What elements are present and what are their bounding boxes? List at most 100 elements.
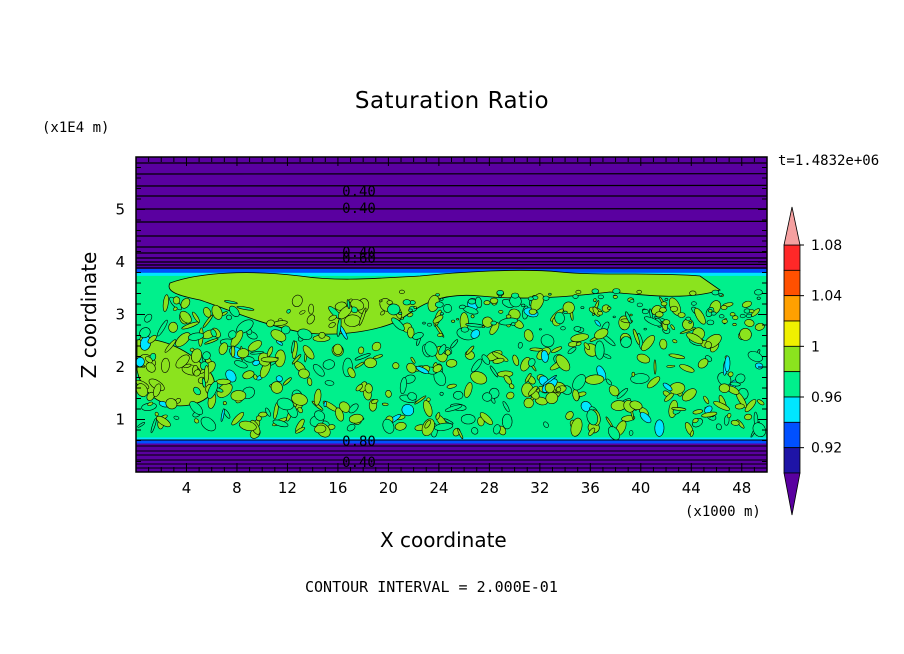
turbulence-blob <box>189 401 204 415</box>
colorbar-tick-label: 1.08 <box>811 238 842 254</box>
turbulence-blob <box>523 329 534 342</box>
turbulence-blob <box>228 330 237 339</box>
turbulence-blob <box>555 354 571 372</box>
x-tick-label: 4 <box>182 479 192 497</box>
turbulence-blob <box>432 314 444 324</box>
colorbar-box <box>783 295 801 322</box>
turbulence-blob <box>660 301 668 307</box>
y-tick-label: 4 <box>115 253 125 271</box>
turbulence-blob <box>732 315 739 320</box>
turbulence-blob <box>324 380 335 386</box>
turbulence-blob <box>539 328 542 331</box>
turbulence-blob <box>147 334 157 344</box>
turbulence-blob <box>173 415 180 420</box>
turbulence-blob <box>438 344 447 356</box>
turbulence-blob <box>137 422 146 428</box>
turbulence-blob <box>407 312 414 318</box>
turbulence-blob <box>718 314 725 319</box>
turbulence-blob <box>612 295 618 299</box>
turbulence-blob <box>706 319 715 326</box>
saturation-field <box>136 157 767 472</box>
turbulence-blob <box>608 426 620 441</box>
turbulence-blob <box>555 386 562 392</box>
turbulence-blob <box>573 326 582 332</box>
turbulence-blob <box>291 393 308 406</box>
x-tick-label: 40 <box>631 479 650 497</box>
x-axis-ticks: 4 8 12 16 20 24 28 32 36 40 44 48 <box>148 157 755 497</box>
turbulence-blob <box>572 374 586 391</box>
turbulence-blob <box>412 332 424 340</box>
y-axis-ticks: 1 2 3 4 5 <box>115 167 767 462</box>
colorbar-box <box>783 345 801 373</box>
turbulence-blob <box>701 411 718 418</box>
turbulence-blob <box>647 376 661 389</box>
turbulence-blob <box>641 309 649 315</box>
turbulence-blob <box>677 312 686 318</box>
turbulence-blob <box>203 365 210 384</box>
turbulence-blob <box>443 303 453 313</box>
turbulence-blob <box>540 334 555 348</box>
turbulence-blob <box>247 340 262 352</box>
contour-label: 0.40 <box>342 201 376 217</box>
turbulence-blob <box>692 418 699 424</box>
turbulence-blob <box>583 342 591 351</box>
turbulence-blob <box>234 360 248 369</box>
turbulence-blob <box>659 307 667 313</box>
turbulence-blob <box>593 298 597 302</box>
turbulence-blob <box>401 404 415 417</box>
turbulence-blob <box>726 413 732 419</box>
turbulence-blob <box>210 328 217 338</box>
x-tick-label: 20 <box>379 479 398 497</box>
turbulence-blob <box>511 292 520 299</box>
turbulence-blob <box>616 388 629 399</box>
turbulence-blob <box>605 378 612 386</box>
turbulence-blob <box>371 399 379 404</box>
turbulence-blob <box>236 306 255 311</box>
colorbar-tick-label: 1.04 <box>811 289 842 305</box>
turbulence-blob <box>229 305 240 318</box>
turbulence-blob <box>415 366 429 374</box>
upper-dry-layer <box>136 157 767 270</box>
turbulence-blob <box>437 333 443 337</box>
turbulence-blob <box>354 361 365 369</box>
turbulence-blob <box>629 400 643 411</box>
turbulence-blob <box>165 398 178 410</box>
turbulence-blob <box>580 306 585 310</box>
turbulence-blob <box>175 332 191 347</box>
turbulence-blob <box>686 332 704 345</box>
colorbar-box <box>783 320 801 347</box>
turbulence-blob <box>689 290 697 296</box>
turbulence-blob <box>398 311 403 315</box>
x-tick-label: 32 <box>530 479 549 497</box>
turbulence-blob <box>506 391 515 400</box>
turbulence-blob <box>540 350 549 363</box>
turbulence-blob <box>534 396 548 406</box>
turbulence-blob <box>424 419 431 429</box>
turbulence-blob <box>662 382 673 392</box>
turbulence-blob <box>432 364 443 373</box>
turbulence-blob <box>348 413 364 424</box>
turbulence-blob <box>744 413 753 421</box>
turbulence-blob <box>204 338 219 345</box>
turbulence-blob <box>193 386 201 396</box>
turbulence-blob <box>364 383 373 394</box>
turbulence-blob <box>354 353 371 361</box>
turbulence-blob <box>302 345 315 360</box>
turbulence-blob <box>489 297 499 304</box>
turbulence-blob <box>510 322 516 326</box>
turbulence-blob <box>572 294 579 299</box>
turbulence-blob <box>253 374 258 380</box>
turbulence-blob <box>276 340 283 346</box>
turbulence-blob <box>358 346 365 355</box>
turbulence-blob <box>542 295 550 301</box>
turbulence-blob <box>406 362 417 374</box>
turbulence-blob <box>348 403 359 414</box>
x-tick-label: 8 <box>232 479 242 497</box>
turbulence-blob <box>157 319 168 337</box>
turbulence-blob <box>724 355 731 373</box>
turbulence-blob <box>471 358 483 373</box>
turbulence-blob <box>528 308 538 315</box>
turbulence-blob <box>563 310 568 315</box>
turbulence-blob <box>332 343 343 355</box>
contour-label: 0.40 <box>342 184 376 200</box>
